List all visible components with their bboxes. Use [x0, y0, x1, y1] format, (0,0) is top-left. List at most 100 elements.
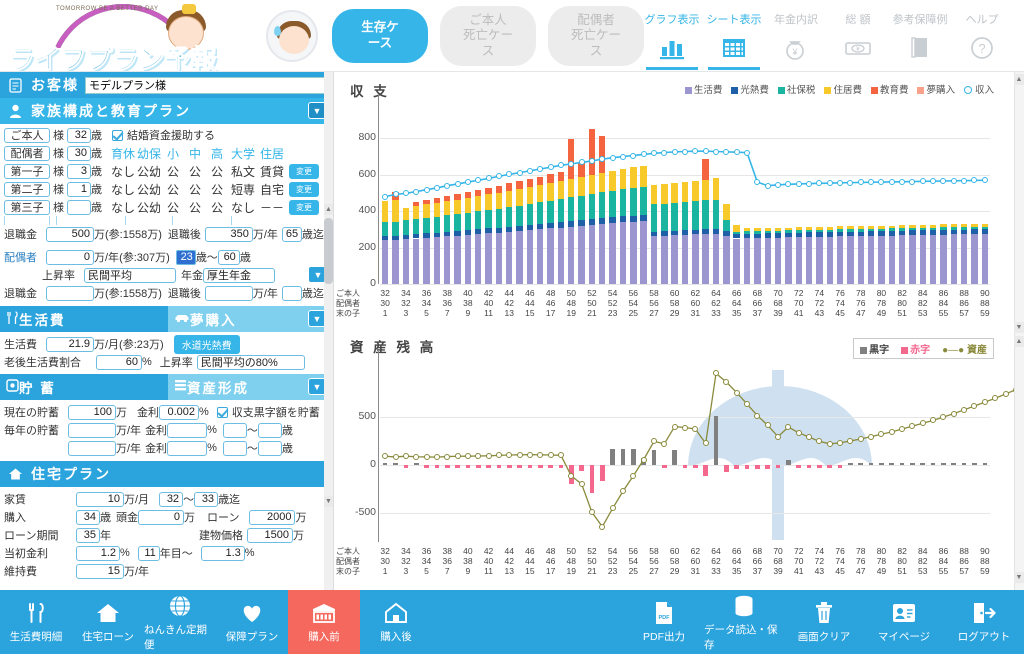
current-rate-input[interactable]	[159, 404, 199, 420]
footer-item-pension-notice[interactable]: ねんきん定期便	[144, 590, 216, 654]
footer-item-my-page[interactable]: マイページ	[864, 590, 944, 654]
tab-reference-coverage[interactable]: 参考保障例	[892, 7, 948, 65]
bar-segment	[402, 207, 410, 221]
footer-item-logout[interactable]: ログアウト	[944, 590, 1024, 654]
bar-segment	[681, 234, 689, 284]
building-price-input[interactable]	[247, 527, 293, 543]
chart-scroll-mid-up-icon[interactable]: ▲	[1014, 336, 1024, 347]
sidebar-scroll-thumb[interactable]	[324, 218, 333, 284]
database-icon	[733, 593, 755, 619]
legend-item-5: 夢購入	[917, 82, 955, 96]
spouse-rate-input[interactable]	[84, 267, 176, 283]
chart-scroll-mid-down-icon[interactable]: ▼	[1014, 322, 1024, 333]
age-input-child2[interactable]	[67, 181, 91, 197]
spouse-pension-input[interactable]	[203, 267, 275, 283]
case-button-spouse-death[interactable]: 配偶者 死亡ケース	[548, 5, 644, 67]
x-tick-label: 25	[628, 308, 639, 318]
footer-item-before-purchase[interactable]: 購入前	[288, 590, 360, 654]
x-tick-label: 52	[587, 546, 597, 556]
yearly-to-age-1[interactable]	[257, 422, 282, 438]
y-tick-label: 500	[358, 410, 376, 423]
tab-graph-view[interactable]: グラフ表示	[644, 7, 700, 70]
rent-to-age[interactable]	[194, 491, 219, 507]
avatar[interactable]	[266, 10, 318, 62]
footer-item-pdf-export[interactable]: PDF PDF出力	[624, 590, 704, 654]
self-after-amount-input[interactable]	[204, 226, 253, 242]
footer-item-clear-screen[interactable]: 画面クリア	[784, 590, 864, 654]
change-button-child3[interactable]: 変更	[289, 199, 319, 215]
x-tick-label: 45	[835, 566, 845, 576]
yearly-rate-input-2[interactable]	[167, 440, 208, 456]
chart-scroll-down-icon[interactable]: ▼	[1014, 572, 1024, 583]
bar-segment	[557, 227, 565, 284]
yearly-to-age-2[interactable]	[257, 440, 282, 456]
footer-item-after-purchase[interactable]: 購入後	[360, 590, 432, 654]
elder-ratio-input[interactable]	[96, 354, 142, 370]
spouse-income-input[interactable]	[46, 249, 94, 265]
bar-segment	[692, 180, 699, 202]
living-rate-input[interactable]	[196, 354, 305, 370]
self-retire-amount-input[interactable]	[46, 226, 94, 242]
case-button-survival[interactable]: 生存ケース	[332, 9, 428, 63]
bar-segment	[464, 230, 472, 235]
spouse-from-age-input[interactable]: 23	[175, 249, 196, 265]
bar-segment	[754, 231, 761, 234]
yearly-savings-input-1[interactable]	[68, 422, 116, 438]
change-button-child1[interactable]: 変更	[289, 163, 319, 179]
case-button-self-death[interactable]: ご本人 死亡ケース	[440, 5, 536, 67]
yearly-from-age-2[interactable]	[222, 440, 247, 456]
footer-item-data-load-save[interactable]: データ読込・保存	[704, 590, 784, 654]
spouse-after-amount-input[interactable]	[204, 285, 253, 301]
initial-rate-input[interactable]	[76, 545, 120, 561]
loan-input[interactable]	[249, 509, 296, 525]
sidebar-scroll-up-icon[interactable]: ▲	[324, 204, 333, 215]
current-savings-input[interactable]	[68, 404, 116, 420]
living-cost-input[interactable]	[46, 336, 94, 352]
spouse-retire-amount-input[interactable]	[46, 285, 94, 301]
rent-input[interactable]	[76, 491, 124, 507]
x-tick-label: 40	[483, 556, 494, 566]
footer-item-home-loan[interactable]: 住宅ローン	[72, 590, 144, 654]
customer-name-input[interactable]	[85, 76, 327, 94]
marriage-support-checkbox[interactable]	[112, 129, 123, 141]
spouse-tilde: 歳～	[195, 252, 218, 264]
loan-term-input[interactable]	[76, 527, 100, 543]
tab-total-amount[interactable]: 総 額 ¥	[830, 7, 886, 65]
surplus-saving-checkbox[interactable]	[216, 406, 228, 418]
purchase-age-input[interactable]	[76, 509, 100, 525]
sidebar-scrollbar[interactable]: ▲ ▼	[324, 72, 333, 590]
tab-pension-breakdown[interactable]: 年金内訳 ¥	[768, 7, 824, 65]
age-input-self[interactable]	[67, 127, 91, 143]
yearly-rate-input-1[interactable]	[167, 422, 208, 438]
chart-scrollbar[interactable]: ▲ ▼ ▲ ▼	[1014, 72, 1024, 590]
tab-help[interactable]: ヘルプ ?	[954, 7, 1010, 65]
tab-graph-view-label: グラフ表示	[644, 14, 700, 26]
self-until-age-input[interactable]	[281, 226, 302, 242]
spouse-to-age-input[interactable]	[217, 249, 240, 265]
rent-from-age[interactable]	[159, 491, 184, 507]
footer-item-coverage-plan[interactable]: 保障プラン	[216, 590, 288, 654]
maintenance-input[interactable]	[76, 563, 124, 579]
age-input-child1[interactable]	[67, 163, 91, 179]
asset-line-point	[402, 453, 409, 460]
elder-ratio-label: 老後生活費割合	[4, 357, 81, 369]
rate-change-year-input[interactable]	[137, 545, 160, 561]
yearly-from-age-1[interactable]	[222, 422, 247, 438]
downpayment-input[interactable]	[138, 509, 184, 525]
spouse-until-age-input[interactable]	[281, 285, 302, 301]
savings-collapse-toggle[interactable]: ▼	[308, 378, 328, 395]
house2-icon	[384, 600, 408, 626]
y-axis-line	[378, 350, 379, 542]
change-button-child2[interactable]: 変更	[289, 181, 319, 197]
rent-unit: 万/月	[124, 494, 150, 506]
sidebar-scroll-down-icon[interactable]: ▼	[324, 496, 333, 507]
utility-cost-button[interactable]: 水道光熱費	[173, 334, 240, 354]
tab-sheet-view[interactable]: シート表示	[706, 7, 762, 70]
age-input-child3[interactable]	[67, 199, 91, 215]
later-rate-input[interactable]	[200, 545, 245, 561]
yearly-savings-input-2[interactable]	[68, 440, 116, 456]
age-input-spouse[interactable]	[67, 145, 91, 161]
chart-scroll-up-icon[interactable]: ▲	[1014, 74, 1024, 85]
footer-item-living-detail[interactable]: 生活費明細	[0, 590, 72, 654]
living-cost-unit: 万/月(参:23万)	[94, 339, 164, 351]
